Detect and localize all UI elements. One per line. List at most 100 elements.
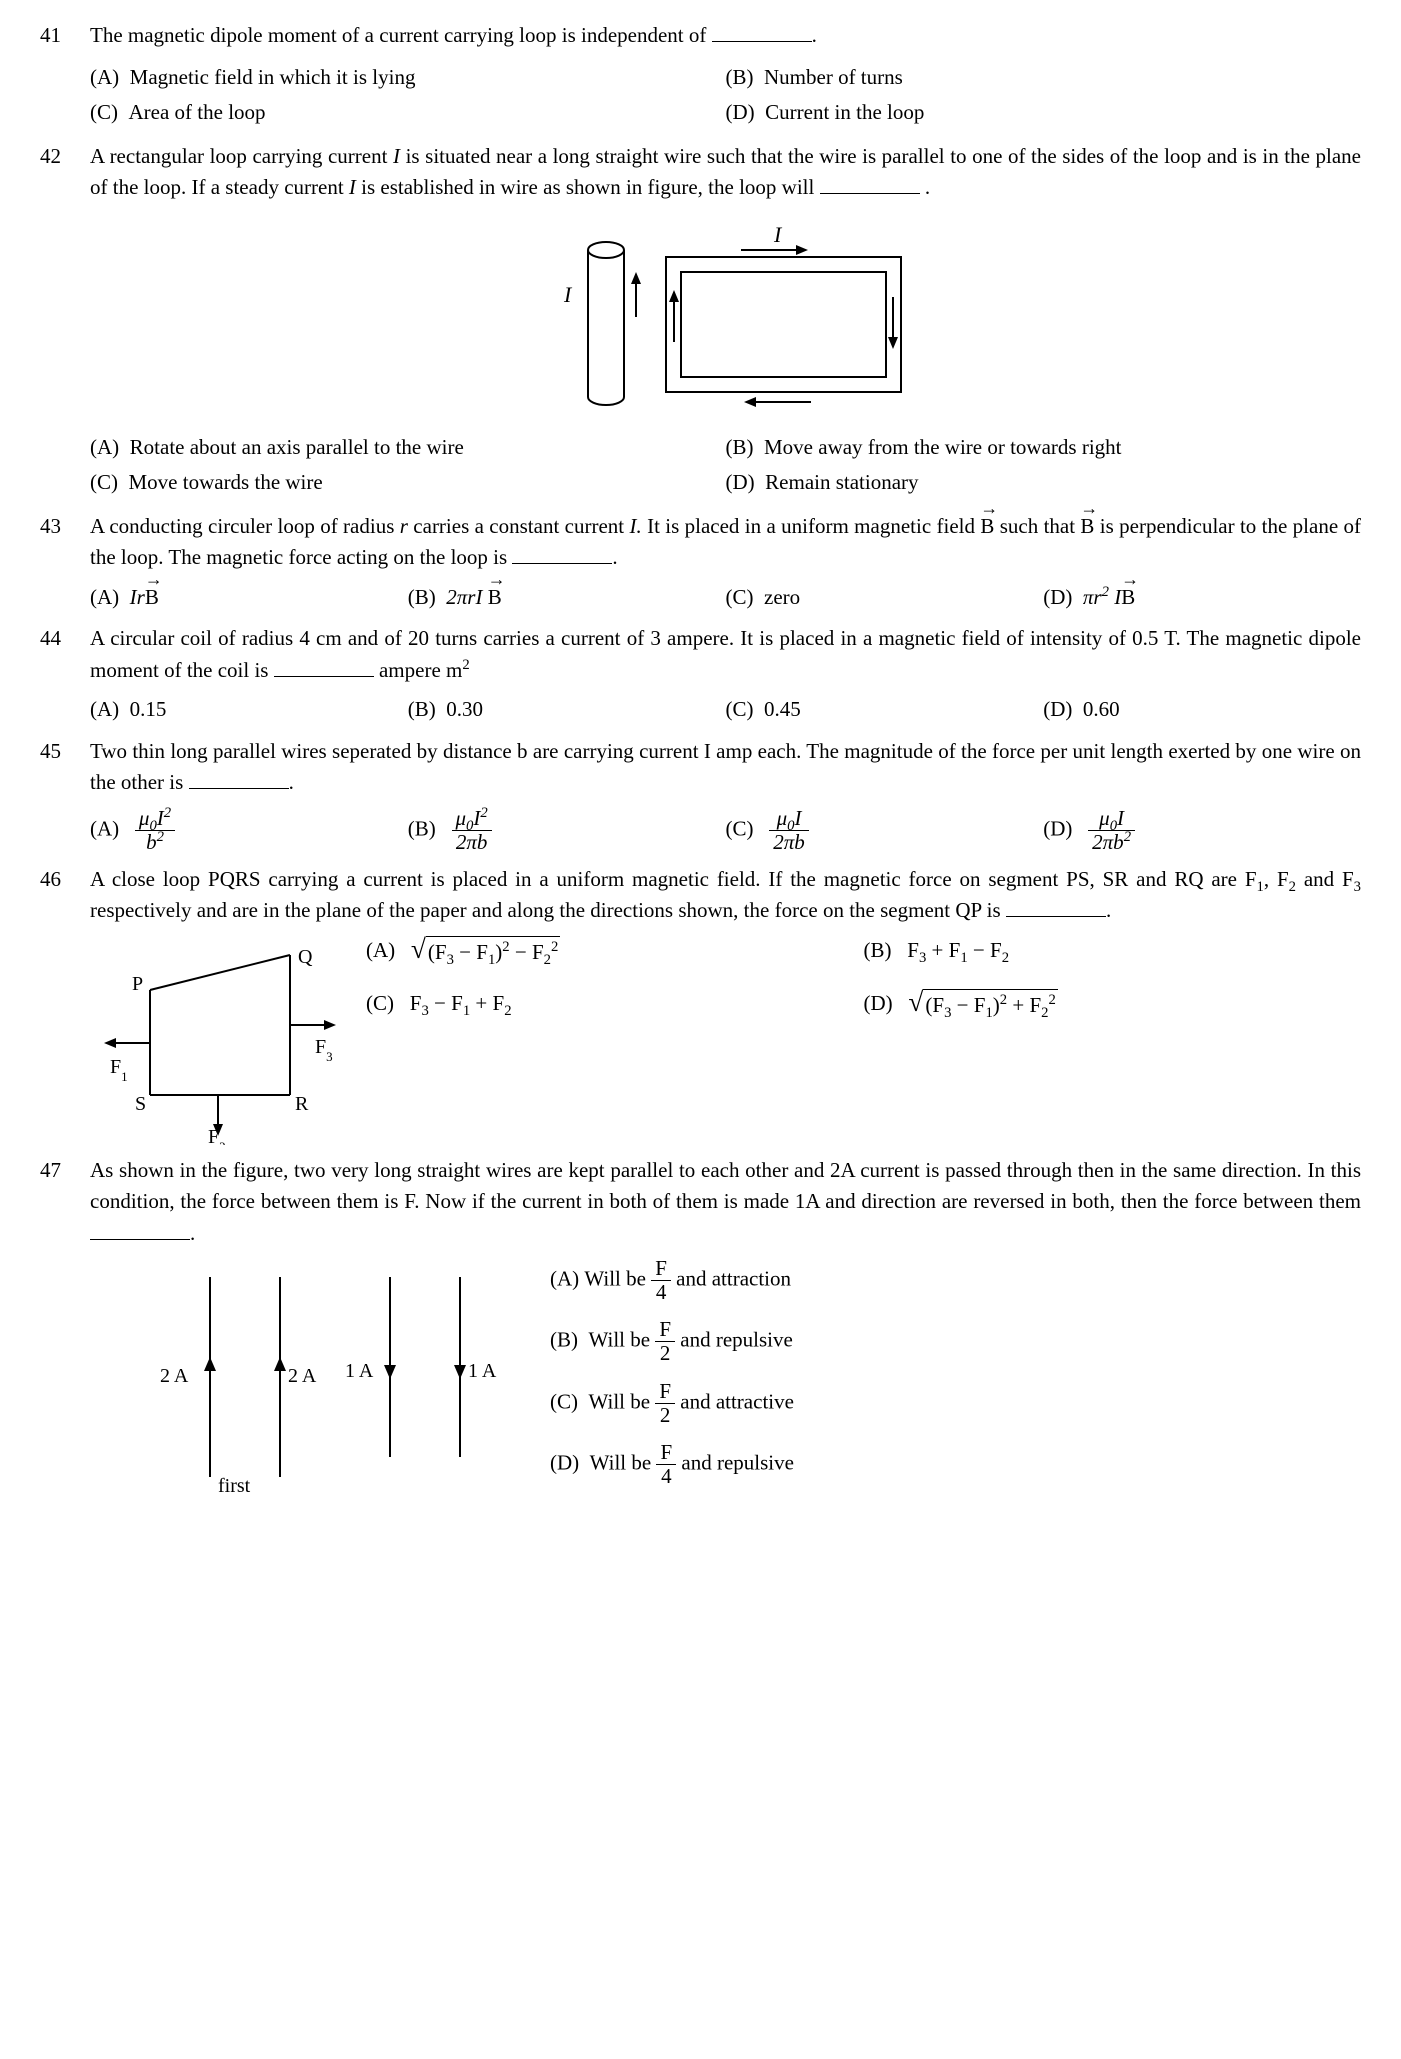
sup: 2 (1124, 829, 1131, 845)
text: such that (994, 514, 1080, 538)
question-43: 43 A conducting circuler loop of radius … (40, 511, 1361, 614)
opt-text: zero (764, 585, 800, 609)
question-body: A close loop PQRS carrying a current is … (90, 864, 1361, 1145)
var-r: r (400, 514, 408, 538)
opt-label: (D) (1043, 585, 1072, 609)
vector-B: B (1080, 511, 1094, 543)
opt-text: 0.60 (1083, 697, 1120, 721)
text: A conducting circuler loop of radius (90, 514, 400, 538)
sup: 2 (551, 939, 558, 955)
sqrt: √(F3 − F1)2 − F22 (411, 936, 560, 969)
opt-label: (C) (90, 470, 118, 494)
t: F (907, 938, 919, 962)
opt-label: (D) (550, 1450, 579, 1474)
opt-text: Area of the loop (129, 100, 266, 124)
option-a: (A) IrB (90, 582, 408, 614)
option-d: (D) πr2 IB (1043, 582, 1361, 614)
sup: 2 (157, 829, 164, 845)
sup: 2 (462, 657, 469, 673)
opt-label: (C) (550, 1389, 578, 1413)
blank-line (274, 656, 374, 677)
text: respectively and are in the plane of the… (90, 898, 1006, 922)
option-c: (C) Area of the loop (90, 95, 726, 131)
opt-label: (B) (550, 1328, 578, 1352)
question-number: 41 (40, 20, 90, 52)
sqrt-arg: (F3 − F1)2 + F22 (923, 989, 1057, 1022)
option-d: (D) μ0I 2πb2 (1043, 807, 1361, 854)
fraction: μ0I 2πb2 (1088, 807, 1135, 854)
opt-label: (C) (90, 100, 118, 124)
text: As shown in the figure, two very long st… (90, 1158, 1361, 1214)
label-1a-left: 1 A (345, 1360, 374, 1382)
expr: 2πrI (446, 585, 482, 609)
expr: F3 − F1 + F2 (410, 991, 512, 1015)
text: A close loop PQRS carrying a current is … (90, 867, 1257, 891)
q47-body: 2 A 2 A first 1 A 1 A (A) Will be F4 and… (90, 1257, 1361, 1502)
blank-line (512, 543, 612, 564)
opt-label: (A) (90, 435, 119, 459)
t: (F (428, 940, 447, 964)
opt-text: Move towards the wire (129, 470, 323, 494)
figure-q42: I I (90, 212, 1361, 422)
sup: 2 (1102, 584, 1109, 600)
parallel-wires-diagram: 2 A 2 A first 1 A 1 A (90, 1257, 520, 1497)
mu: μ (139, 806, 150, 830)
option-c: (C) Move towards the wire (90, 465, 726, 501)
question-text: The magnetic dipole moment of a current … (90, 20, 1361, 52)
opt-text: Remain stationary (765, 470, 918, 494)
opt-text: 0.30 (446, 697, 483, 721)
numerator: F (655, 1318, 675, 1342)
question-number: 45 (40, 736, 90, 768)
expr: Ir (130, 585, 145, 609)
denominator: 4 (651, 1281, 671, 1304)
text: , F (1264, 867, 1289, 891)
expr: πr2 I (1083, 585, 1121, 609)
blank-line (820, 173, 920, 194)
label-F1: F1 (110, 1056, 128, 1084)
sup: 2 (502, 939, 509, 955)
d: 2πb (1092, 830, 1124, 854)
sub: 1 (960, 950, 967, 966)
mu: μ (777, 806, 788, 830)
text: is established in wire as shown in figur… (356, 175, 820, 199)
question-text: A close loop PQRS carrying a current is … (90, 864, 1361, 927)
denominator: 2πb (452, 831, 492, 854)
t: − F (454, 940, 488, 964)
question-body: A circular coil of radius 4 cm and of 20… (90, 623, 1361, 726)
option-b: (B) μ0I2 2πb (408, 807, 726, 854)
option-b: (B) Will be F2 and repulsive (550, 1318, 794, 1365)
opt-label: (C) (366, 991, 394, 1015)
opt-label: (D) (726, 100, 755, 124)
question-41: 41 The magnetic dipole moment of a curre… (40, 20, 1361, 131)
opt-label: (C) (726, 585, 754, 609)
label-P: P (132, 973, 143, 995)
var-B: B (1080, 514, 1094, 538)
question-number: 44 (40, 623, 90, 655)
opt-label: (D) (864, 991, 893, 1015)
denominator: 2 (655, 1404, 675, 1427)
fraction: F4 (656, 1441, 676, 1488)
text: Will be (584, 1267, 651, 1291)
blank-line (1006, 896, 1106, 917)
sqrt-arg: (F3 − F1)2 − F22 (426, 936, 560, 969)
option-a: (A) μ0I2 b2 (90, 807, 408, 854)
sub: 3 (1354, 879, 1361, 895)
sup: 2 (1049, 992, 1056, 1008)
t: − F (951, 993, 985, 1017)
t: + F (1007, 993, 1041, 1017)
var-I: I (349, 175, 356, 199)
sub: 1 (1257, 879, 1264, 895)
text: and attractive (680, 1389, 794, 1413)
i: I (157, 806, 164, 830)
numerator: μ0I2 (452, 807, 492, 831)
var-B: B (145, 585, 159, 609)
question-text: As shown in the figure, two very long st… (90, 1155, 1361, 1250)
var-B: B (980, 514, 994, 538)
var-B: B (488, 585, 502, 609)
numerator: F (655, 1380, 675, 1404)
fraction: μ0I 2πb (769, 807, 809, 854)
text: and F (1296, 867, 1354, 891)
opt-text: Current in the loop (765, 100, 924, 124)
question-text: A rectangular loop carrying current I is… (90, 141, 1361, 204)
numerator: F (651, 1257, 671, 1281)
